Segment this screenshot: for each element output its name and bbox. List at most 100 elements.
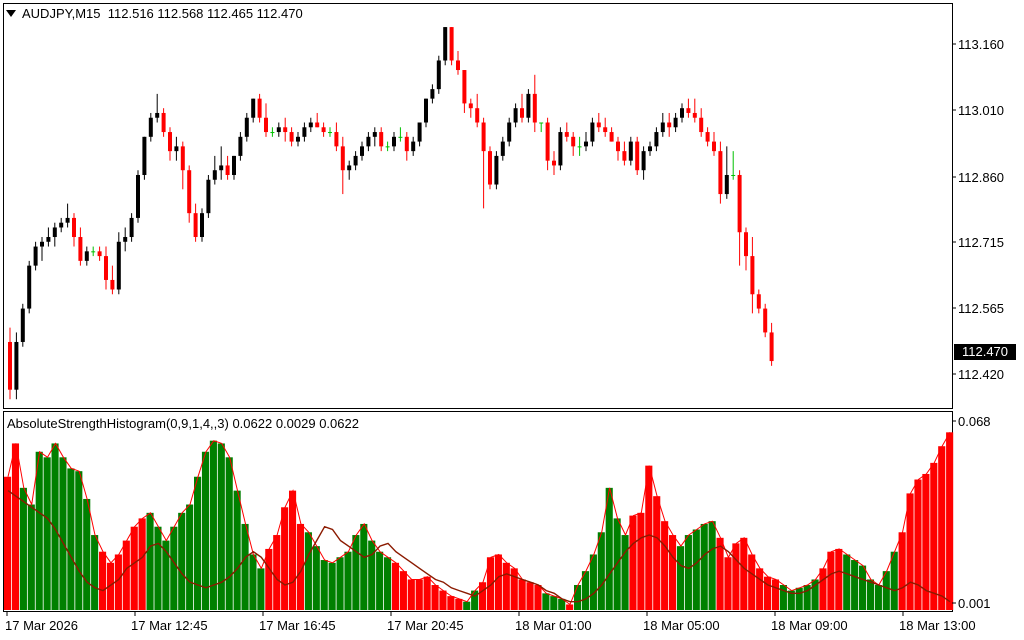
histogram-bar xyxy=(439,590,447,610)
histogram-bar xyxy=(471,590,479,610)
histogram-bar xyxy=(859,565,867,610)
histogram-bar xyxy=(178,512,186,610)
histogram-bar xyxy=(938,446,946,610)
histogram-bar xyxy=(35,451,43,610)
histogram-bar xyxy=(59,457,67,610)
histogram-bar xyxy=(740,537,748,610)
histogram-bar xyxy=(336,557,344,610)
candle-body xyxy=(660,122,665,133)
candle-body xyxy=(14,341,19,390)
histogram-bar xyxy=(661,521,669,610)
candle-body xyxy=(392,136,396,147)
candle-body xyxy=(33,246,38,266)
histogram-bar xyxy=(162,540,170,610)
histogram-bar xyxy=(328,562,336,610)
candle-body xyxy=(59,222,64,228)
candle-body xyxy=(712,141,716,152)
candle-body xyxy=(718,151,723,195)
histogram-bar xyxy=(423,576,431,610)
candle-body xyxy=(443,27,448,61)
histogram-bar xyxy=(645,465,653,610)
histogram-bar xyxy=(732,543,740,610)
symbol-label: AUDJPY,M15 xyxy=(22,6,101,21)
candle-body xyxy=(251,98,256,118)
histogram-bar xyxy=(479,582,487,610)
dropdown-triangle-icon[interactable] xyxy=(6,10,16,17)
candle-body xyxy=(520,108,524,118)
histogram-bar xyxy=(360,523,368,610)
histogram-bar xyxy=(83,498,91,610)
time-tick-label: 18 Mar 05:00 xyxy=(643,618,720,633)
candle-body xyxy=(328,132,332,134)
candle-body xyxy=(206,179,211,214)
current-price-badge: 112.470 xyxy=(954,344,1016,360)
histogram-bar xyxy=(637,512,645,610)
candle-body xyxy=(654,132,659,147)
histogram-bar xyxy=(399,571,407,610)
histogram-bar xyxy=(352,535,360,610)
histogram-bar xyxy=(669,535,677,610)
candle-body xyxy=(449,27,454,61)
candle-body xyxy=(456,60,460,71)
candle-body xyxy=(123,237,128,242)
candle-body xyxy=(635,141,640,171)
candle-body xyxy=(379,132,384,147)
histogram-bar xyxy=(106,562,115,610)
histogram-bar xyxy=(27,504,35,610)
candle-body xyxy=(72,217,76,238)
candle-body xyxy=(564,132,569,137)
histogram-bar xyxy=(154,526,162,610)
candle-body xyxy=(334,132,339,147)
histogram-bar xyxy=(621,535,629,610)
price-tick-label: 112.420 xyxy=(958,367,1005,382)
candle-body xyxy=(526,93,531,118)
histogram-bar xyxy=(75,471,83,610)
histogram-bar xyxy=(194,476,202,610)
candle-body xyxy=(494,155,499,185)
candle-body xyxy=(270,132,275,134)
histogram-bar xyxy=(447,596,455,610)
candle-body xyxy=(763,308,768,333)
candle-body xyxy=(430,89,435,99)
histogram-bar xyxy=(692,529,700,610)
axis-ticks xyxy=(6,43,956,616)
candle-body xyxy=(46,237,51,242)
histogram-bar xyxy=(811,579,819,610)
candle-body xyxy=(8,341,12,390)
ohlc-values: 112.516 112.568 112.465 112.470 xyxy=(107,6,303,21)
candle-body xyxy=(686,108,691,113)
symbol-header[interactable]: AUDJPY,M15 112.516 112.568 112.465 112.4… xyxy=(6,6,303,21)
candle-body xyxy=(142,136,147,175)
candle-body xyxy=(769,332,774,362)
indicator-frame[interactable] xyxy=(3,411,953,612)
candle-body xyxy=(219,165,224,171)
candle-body xyxy=(308,122,313,128)
candle-body xyxy=(116,241,121,290)
histogram-bar xyxy=(629,515,637,610)
candle-body xyxy=(545,122,550,161)
histogram-bar xyxy=(708,521,716,610)
histogram-bar xyxy=(320,560,328,610)
main-chart-frame[interactable] xyxy=(3,3,953,409)
time-tick-label: 18 Mar 09:00 xyxy=(771,618,848,633)
histogram-bar xyxy=(819,568,827,610)
candle-body xyxy=(571,136,576,147)
candle-body xyxy=(180,146,185,171)
histogram-bar xyxy=(716,537,724,610)
candle-body xyxy=(315,122,320,128)
histogram-bar xyxy=(922,473,930,610)
candle-body xyxy=(488,151,492,185)
candle-body xyxy=(411,141,416,152)
candle-body xyxy=(168,132,172,152)
candle-body xyxy=(417,122,422,142)
histogram-bar xyxy=(827,551,835,610)
histogram-bar xyxy=(597,532,605,610)
candle-body xyxy=(238,136,243,156)
candle-body xyxy=(104,256,108,280)
candle-body xyxy=(609,132,614,142)
candle-body xyxy=(366,136,371,147)
candle-body xyxy=(705,132,710,142)
histogram-bar xyxy=(19,487,27,610)
candle-body xyxy=(622,151,627,161)
